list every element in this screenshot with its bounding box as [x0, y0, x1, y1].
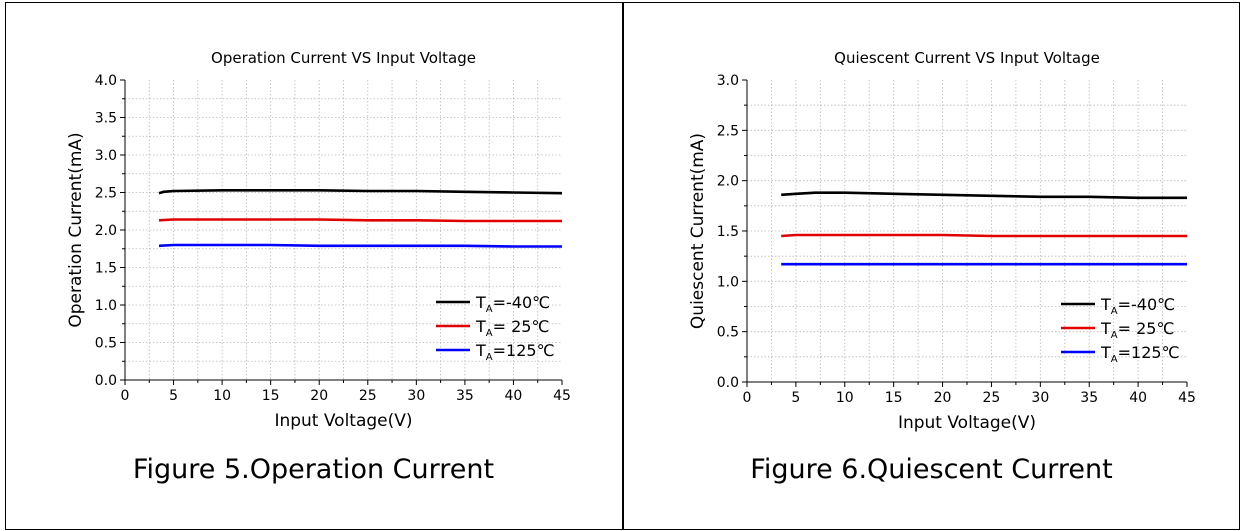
series-line-2	[158, 243, 562, 248]
series-line-0	[158, 189, 563, 195]
y-tick-label: 2.5	[95, 186, 117, 202]
legend-entry: TA=125℃	[1100, 343, 1180, 365]
chart-title: Operation Current VS Input Voltage	[211, 49, 476, 67]
chart-panel-operation-current: 0 5 10 15 20 25 30 35 40 45 0.0 0.5 1.0 1.5 2.0 2.5 3.0 3…	[5, 2, 622, 528]
x-tick-label: 20	[310, 388, 328, 404]
legend-entry: TA=-40℃	[1100, 295, 1175, 317]
x-tick-label: 30	[407, 388, 425, 404]
x-tick-label: 5	[169, 388, 178, 404]
series-line-1	[781, 233, 1187, 238]
y-tick-label: 2.5	[717, 123, 739, 139]
x-tick-label: 35	[1080, 390, 1098, 406]
figure-caption: Figure 6.Quiescent Current	[750, 454, 1113, 485]
chart-panel-quiescent-current: 0 5 10 15 20 25 30 35 40 45 0.0 0.5 1.0 1.5 2.0 2.5 3.0 Q…	[623, 2, 1240, 528]
x-tick-label: 45	[553, 388, 571, 404]
y-tick-label: 3.0	[95, 148, 117, 164]
x-tick-label: 15	[262, 388, 280, 404]
x-tick-label: 25	[983, 390, 1001, 406]
legend-entry: TA= 25℃	[1100, 319, 1174, 341]
x-tick-label: 40	[505, 388, 523, 404]
legend-entry: TA=125℃	[475, 341, 555, 363]
x-tick-label: 0	[743, 390, 752, 406]
y-axis-label: Operation Current(mA)	[66, 132, 86, 327]
y-tick-label: 3.5	[95, 111, 117, 127]
figure-caption: Figure 5.Operation Current	[132, 454, 495, 485]
y-tick-label: 2.0	[95, 223, 117, 239]
y-tick-label: 1.0	[717, 274, 739, 290]
legend-entry: TA= 25℃	[475, 317, 549, 339]
series-line-0	[781, 191, 1187, 200]
x-tick-label: 0	[121, 388, 130, 404]
legend-entry: TA=-40℃	[475, 293, 550, 315]
x-tick-label: 20	[934, 390, 952, 406]
quiescent-current-chart: 0 5 10 15 20 25 30 35 40 45 0.0 0.5 1.0 1.5 2.0 2.5 3.0 Q…	[688, 49, 1196, 433]
grid	[125, 80, 562, 380]
y-tick-label: 0.0	[717, 375, 739, 391]
y-tick-label: 0.0	[95, 373, 117, 389]
y-tick-label: 0.5	[95, 336, 117, 352]
y-tick-label: 3.0	[717, 73, 739, 89]
y-tick-label: 1.5	[717, 224, 739, 240]
grid	[747, 80, 1187, 382]
x-tick-label: 35	[456, 388, 474, 404]
y-axis-label: Quiescent Current(mA)	[688, 133, 708, 329]
chart-title: Quiescent Current VS Input Voltage	[834, 49, 1100, 67]
x-tick-label: 25	[359, 388, 377, 404]
operation-current-chart: 0 5 10 15 20 25 30 35 40 45 0.0 0.5 1.0 1.5 2.0 2.5 3.0 3…	[66, 49, 571, 431]
x-tick-label: 40	[1129, 390, 1147, 406]
x-tick-label: 30	[1031, 390, 1049, 406]
x-tick-label: 10	[836, 390, 854, 406]
x-axis-label: Input Voltage(V)	[898, 413, 1036, 433]
x-tick-label: 45	[1178, 390, 1196, 406]
x-axis-label: Input Voltage(V)	[274, 411, 412, 431]
y-tick-label: 0.5	[717, 325, 739, 341]
y-tick-label: 1.5	[95, 261, 117, 277]
x-tick-label: 15	[885, 390, 903, 406]
y-tick-label: 1.0	[95, 298, 117, 314]
x-tick-label: 10	[213, 388, 231, 404]
y-tick-label: 2.0	[717, 174, 739, 190]
x-tick-label: 5	[791, 390, 800, 406]
series-line-1	[158, 218, 562, 223]
panel-divider	[622, 2, 624, 530]
y-tick-label: 4.0	[95, 73, 117, 89]
